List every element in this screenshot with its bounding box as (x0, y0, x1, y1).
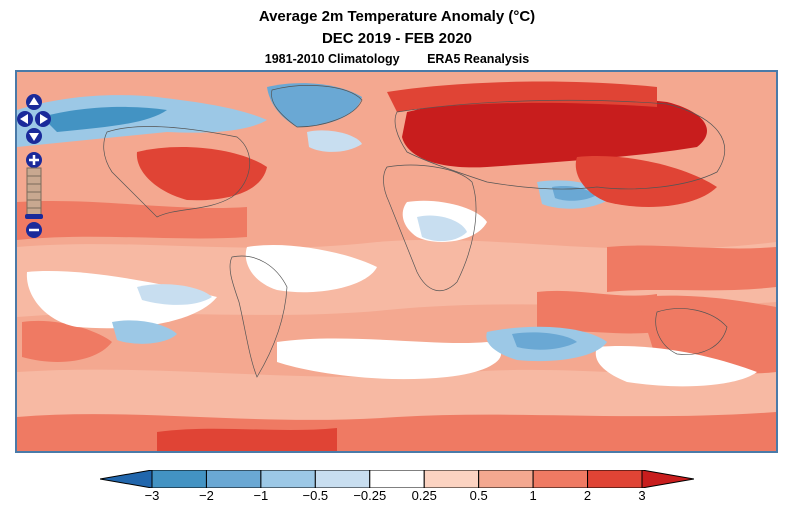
plus-icon (29, 155, 39, 165)
alaska-cold-core (42, 106, 167, 132)
legend-tick-label: −1 (253, 488, 269, 503)
pan-down-button[interactable] (26, 128, 42, 144)
legend-tick-label: 2 (583, 488, 592, 503)
climatology-label: 1981-2010 Climatology (264, 52, 400, 66)
south-pacific-warm (22, 320, 112, 362)
legend-tick-label: 0.25 (411, 488, 437, 503)
arctic-warm (387, 81, 657, 112)
legend-tick-label: 0.5 (469, 488, 488, 503)
east-pacific-neutral (26, 271, 218, 329)
zoom-out-button[interactable] (26, 222, 42, 238)
arrow-down-icon (29, 133, 39, 141)
legend-tick-label: −3 (144, 488, 160, 503)
south-atlantic-neutral (277, 338, 502, 380)
arrow-right-icon (40, 114, 48, 124)
period-subtitle: DEC 2019 - FEB 2020 (321, 30, 473, 47)
atlantic-neutral (245, 244, 377, 293)
asia-cold-core (552, 186, 595, 201)
legend-bin (587, 470, 643, 488)
legend-bin (260, 470, 316, 488)
pan-right-button[interactable] (35, 111, 51, 127)
zoom-slider[interactable] (25, 167, 43, 219)
arctic-canada-cold (17, 95, 267, 147)
antarctic-hot-patch (157, 428, 337, 451)
legend-tick-label: −2 (199, 488, 214, 503)
south-pacific-cold (112, 320, 177, 344)
map-canvas[interactable] (17, 72, 776, 451)
anomaly-map[interactable] (15, 70, 778, 453)
west-pacific-warm (607, 245, 776, 292)
indian-ocean-warm (537, 290, 657, 334)
map-navigation (17, 92, 53, 247)
legend-bin (532, 470, 589, 488)
legend-bin (369, 470, 425, 488)
tropical-pacific-warm (17, 200, 247, 240)
legend-bin-high-extend (641, 470, 694, 488)
north-atlantic-cool (307, 130, 362, 152)
legend-tick-label: 1 (529, 488, 537, 503)
east-asia-warm (575, 156, 717, 207)
legend-bin (314, 470, 371, 488)
pan-control (17, 94, 51, 144)
color-scale-legend (100, 470, 694, 488)
greenland-cold (267, 83, 362, 127)
color-scale-labels: −3 −2 −1 −0.5 −0.25 0.25 0.5 1 2 3 (0, 488, 794, 506)
zoom-in-button[interactable] (26, 152, 42, 168)
map-title: Average 2m Temperature Anomaly (°C) (258, 8, 536, 25)
pan-up-button[interactable] (26, 94, 42, 110)
arrow-up-icon (29, 97, 39, 105)
arrow-left-icon (20, 114, 28, 124)
legend-bin-low-extend (100, 470, 153, 488)
source-label: ERA5 Reanalysis (427, 52, 530, 66)
eurasia-hot (402, 96, 707, 168)
eastern-us-warm (136, 147, 267, 201)
antarctic-warm-strip (17, 412, 776, 451)
zoom-slider-handle[interactable] (25, 214, 43, 219)
coastlines (103, 85, 728, 378)
legend-bin (205, 470, 262, 488)
east-pacific-cool (137, 284, 212, 305)
africa-cool (417, 215, 467, 242)
dataset-subtitle: 1981-2010 Climatology ERA5 Reanalysis (0, 52, 794, 66)
legend-bin (478, 470, 534, 488)
legend-bin (423, 470, 480, 488)
southern-indian-neutral (595, 346, 757, 387)
south-indian-cold-core (512, 332, 577, 350)
legend-bin (151, 470, 207, 488)
legend-tick-label: 3 (638, 488, 646, 503)
legend-tick-label: −0.5 (302, 488, 329, 503)
pan-left-button[interactable] (17, 111, 33, 127)
legend-tick-label: −0.25 (353, 488, 387, 503)
